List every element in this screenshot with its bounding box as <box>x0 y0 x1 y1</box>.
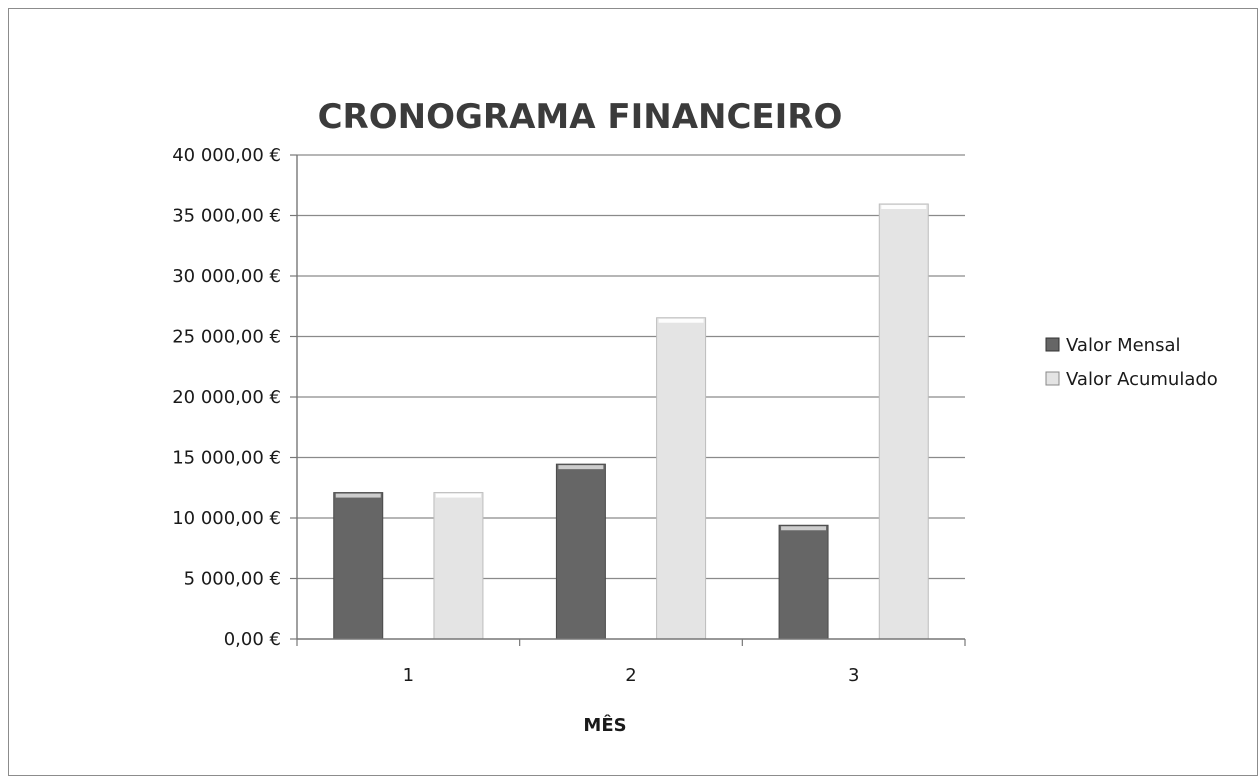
legend-label: Valor Acumulado <box>1066 369 1218 390</box>
x-axis-label: MÊS <box>583 714 626 736</box>
bar-highlight <box>881 205 927 210</box>
bars <box>333 203 929 640</box>
x-tick-label: 3 <box>848 665 859 686</box>
x-tick-labels: 1 2 3 <box>403 665 860 686</box>
bar-highlight <box>335 493 381 498</box>
bar-valor-mensal-2 <box>555 463 606 640</box>
bar-valor-acumulado-2 <box>656 317 707 640</box>
bar-valor-acumulado-1 <box>433 492 484 640</box>
y-tick-label: 30 000,00 € <box>172 266 281 287</box>
y-tick-label: 20 000,00 € <box>172 387 281 408</box>
legend-swatch-valor-mensal <box>1045 337 1060 352</box>
bar-valor-acumulado-3 <box>878 203 929 640</box>
bar-valor-mensal-1 <box>333 492 384 640</box>
legend-label: Valor Mensal <box>1066 335 1181 356</box>
y-tick-label: 10 000,00 € <box>172 508 281 529</box>
x-tick-label: 1 <box>403 665 414 686</box>
bar-highlight <box>658 318 704 323</box>
y-tick-label: 25 000,00 € <box>172 327 281 348</box>
legend-swatch-valor-acumulado <box>1045 371 1060 386</box>
y-tick-label: 35 000,00 € <box>172 206 281 227</box>
y-tick-label: 15 000,00 € <box>172 448 281 469</box>
bar-highlight <box>781 526 827 531</box>
bar-highlight <box>435 493 481 498</box>
chart-title: CRONOGRAMA FINANCEIRO <box>318 97 843 137</box>
chart-frame <box>8 8 1258 776</box>
y-tick-labels: 0,00 € 5 000,00 € 10 000,00 € 15 000,00 € 20… <box>172 145 281 650</box>
bar-valor-mensal-3 <box>778 524 829 640</box>
y-tick-label: 0,00 € <box>224 629 281 650</box>
axes <box>290 154 966 646</box>
y-tick-label: 40 000,00 € <box>172 145 281 166</box>
gridlines <box>297 154 965 580</box>
legend: Valor Mensal Valor Acumulado <box>1045 335 1218 390</box>
bar-highlight <box>558 465 604 470</box>
x-tick-label: 2 <box>625 665 636 686</box>
y-tick-label: 5 000,00 € <box>184 569 281 590</box>
